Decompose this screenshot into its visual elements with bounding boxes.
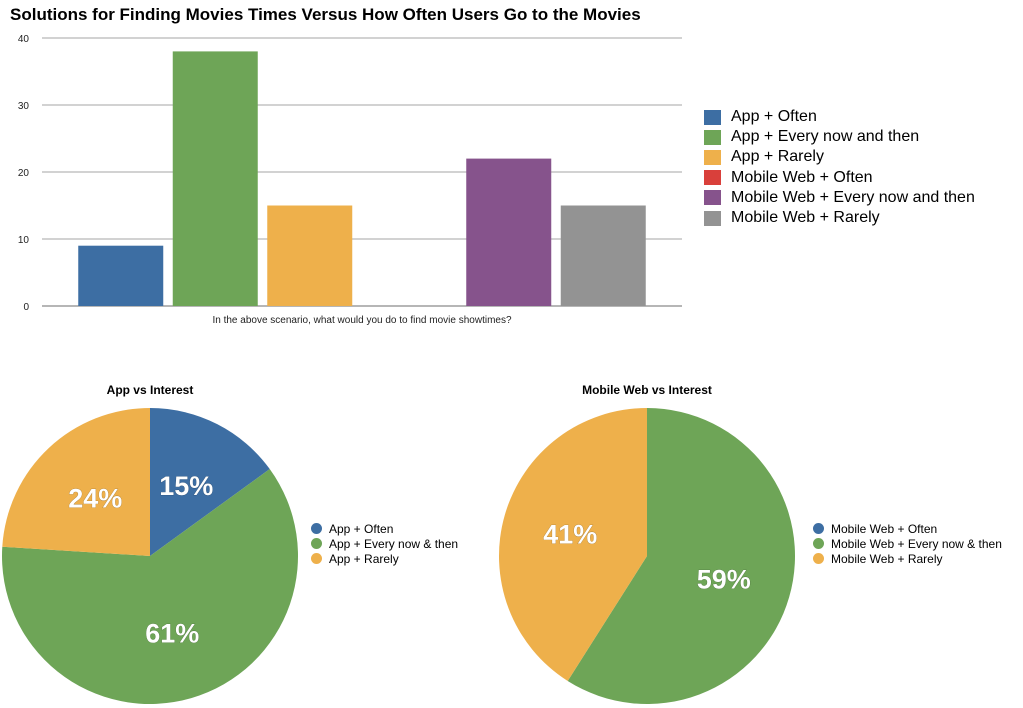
legend-swatch [704, 190, 721, 206]
legend-dot [813, 553, 824, 564]
legend-label: App + Rarely [731, 148, 824, 166]
legend-item-app-rarely: App + Rarely [704, 147, 975, 167]
pie-slice-app-every-now-and-then [1, 469, 298, 704]
legend-item-app-every-now-and-then: App + Every now & then [311, 536, 458, 551]
y-tick-label: 10 [18, 235, 30, 246]
legend-label: Mobile Web + Every now & then [831, 536, 1002, 551]
y-tick-label: 40 [18, 34, 30, 45]
legend-dot [813, 523, 824, 534]
legend-swatch [704, 170, 721, 186]
legend-label: App + Rarely [329, 551, 399, 566]
y-tick-label: 20 [18, 168, 30, 179]
pie-slice-label: 24% [68, 484, 122, 514]
legend-label: Mobile Web + Often [831, 521, 938, 536]
pie-legend-mobile-web: Mobile Web + Often Mobile Web + Every now… [813, 521, 1002, 566]
legend-swatch [704, 149, 721, 165]
x-axis-label: In the above scenario, what would you do… [212, 315, 511, 326]
pie-title-app: App vs Interest [106, 383, 194, 397]
pie-slice-app-rarely [2, 408, 151, 556]
legend-label: Mobile Web + Often [731, 168, 873, 186]
pie-slice-label: 59% [697, 564, 751, 594]
pie-slice-mobile-web-rarely [499, 408, 647, 681]
legend-swatch [704, 109, 721, 125]
legend-dot [311, 553, 322, 564]
legend-label: App + Every now and then [731, 128, 920, 146]
legend-item-app-often: App + Often [311, 521, 458, 536]
legend-label: Mobile Web + Rarely [731, 209, 880, 227]
legend-dot [311, 538, 322, 549]
legend-item-app-every-now-and-then: App + Every now and then [704, 127, 975, 147]
bar-chart: 0 10 20 30 40 In the above scenario, what wou… [18, 34, 682, 326]
legend-label: App + Often [731, 108, 817, 126]
legend-item-mobile-web-often: Mobile Web + Often [704, 168, 975, 188]
bar-mobile-web-every-now-and-then [466, 158, 552, 306]
pie-slice-mobile-web-every-now-and-then [567, 408, 795, 704]
legend-item-mobile-web-every-now-and-then: Mobile Web + Every now & then [813, 536, 1002, 551]
legend-item-mobile-web-rarely: Mobile Web + Rarely [704, 208, 975, 228]
legend-swatch [704, 129, 721, 145]
bar-chart-legend: App + Often App + Every now and then App +… [704, 107, 975, 228]
bar-app-every-now-and-then [172, 51, 258, 307]
y-tick-label: 30 [18, 101, 30, 112]
chart-title: Solutions for Finding Movies Times Versu… [10, 5, 641, 24]
bar-app-often [78, 245, 164, 306]
legend-label: Mobile Web + Rarely [831, 551, 943, 566]
legend-item-app-often: App + Often [704, 107, 975, 127]
legend-label: App + Often [329, 521, 394, 536]
pie-slice-label: 15% [159, 471, 213, 501]
pie-title-mobile-web: Mobile Web vs Interest [582, 383, 712, 397]
bar-mobile-web-rarely [560, 205, 646, 306]
legend-item-mobile-web-every-now-and-then: Mobile Web + Every now and then [704, 188, 975, 208]
legend-dot [311, 523, 322, 534]
legend-swatch [704, 210, 721, 226]
legend-label: App + Every now & then [329, 536, 459, 551]
legend-dot [813, 538, 824, 549]
legend-item-mobile-web-rarely: Mobile Web + Rarely [813, 551, 1002, 566]
legend-item-app-rarely: App + Rarely [311, 551, 458, 566]
y-tick-label: 0 [23, 302, 29, 313]
pie-slice-label: 61% [145, 619, 199, 649]
legend-label: Mobile Web + Every now and then [731, 188, 975, 206]
pie-legend-app: App + Often App + Every now & then App + R… [311, 521, 458, 566]
pie-slice-app-often [150, 408, 270, 556]
pie-slice-label: 41% [543, 520, 597, 550]
legend-item-mobile-web-often: Mobile Web + Often [813, 521, 1002, 536]
bar-app-rarely [267, 205, 353, 306]
